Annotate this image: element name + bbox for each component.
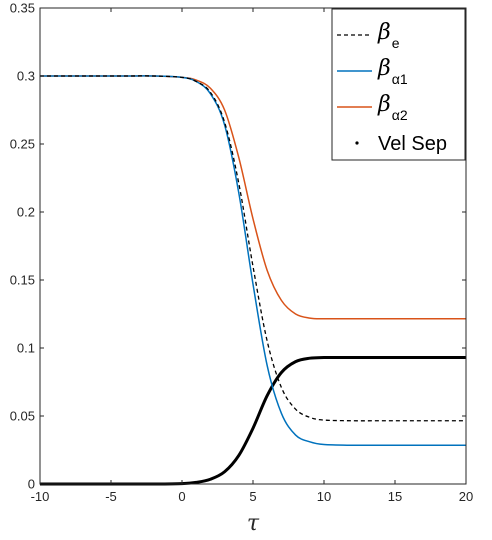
legend-label-subscript: e (392, 35, 400, 51)
legend-label-main: β (377, 92, 391, 117)
x-tick-label: 5 (249, 489, 256, 504)
series-line-0 (39, 75, 467, 422)
y-tick-label: 0 (28, 477, 35, 492)
ticks-layer: -10 -5 0 5 10 15 20 0 0.05 0.1 0.15 0.2 0.25 0.3 0.35 (10, 1, 474, 505)
x-tick-label: 10 (317, 489, 331, 504)
legend-box (331, 8, 466, 161)
y-tick-label: 0.3 (17, 69, 35, 84)
legend-label: βe (377, 20, 400, 51)
y-tick-label: 0.05 (10, 409, 35, 424)
legend-label: Vel Sep (378, 133, 447, 155)
x-tick-label: -5 (105, 489, 117, 504)
legend-label-main: β (377, 56, 391, 81)
y-tick-label: 0.2 (17, 205, 35, 220)
y-tick-label: 0.25 (10, 137, 35, 152)
y-tick-label: 0.35 (10, 1, 35, 16)
x-tick-label: -10 (31, 489, 50, 504)
series-line-1 (39, 75, 466, 447)
x-tick-label: 15 (388, 489, 402, 504)
x-axis-label: τ (247, 511, 260, 536)
x-tick-label: 20 (459, 489, 473, 504)
legend-marker (355, 141, 359, 145)
legend-label-subscript: α2 (392, 107, 408, 123)
legend-label-subscript: α1 (392, 71, 408, 87)
legend-label-main: β (377, 20, 391, 45)
y-tick-label: 0.1 (17, 341, 35, 356)
legend-label: βα2 (377, 92, 408, 123)
y-tick-label: 0.15 (10, 273, 35, 288)
x-tick-label: 0 (178, 489, 185, 504)
legend-label: βα1 (377, 56, 408, 87)
